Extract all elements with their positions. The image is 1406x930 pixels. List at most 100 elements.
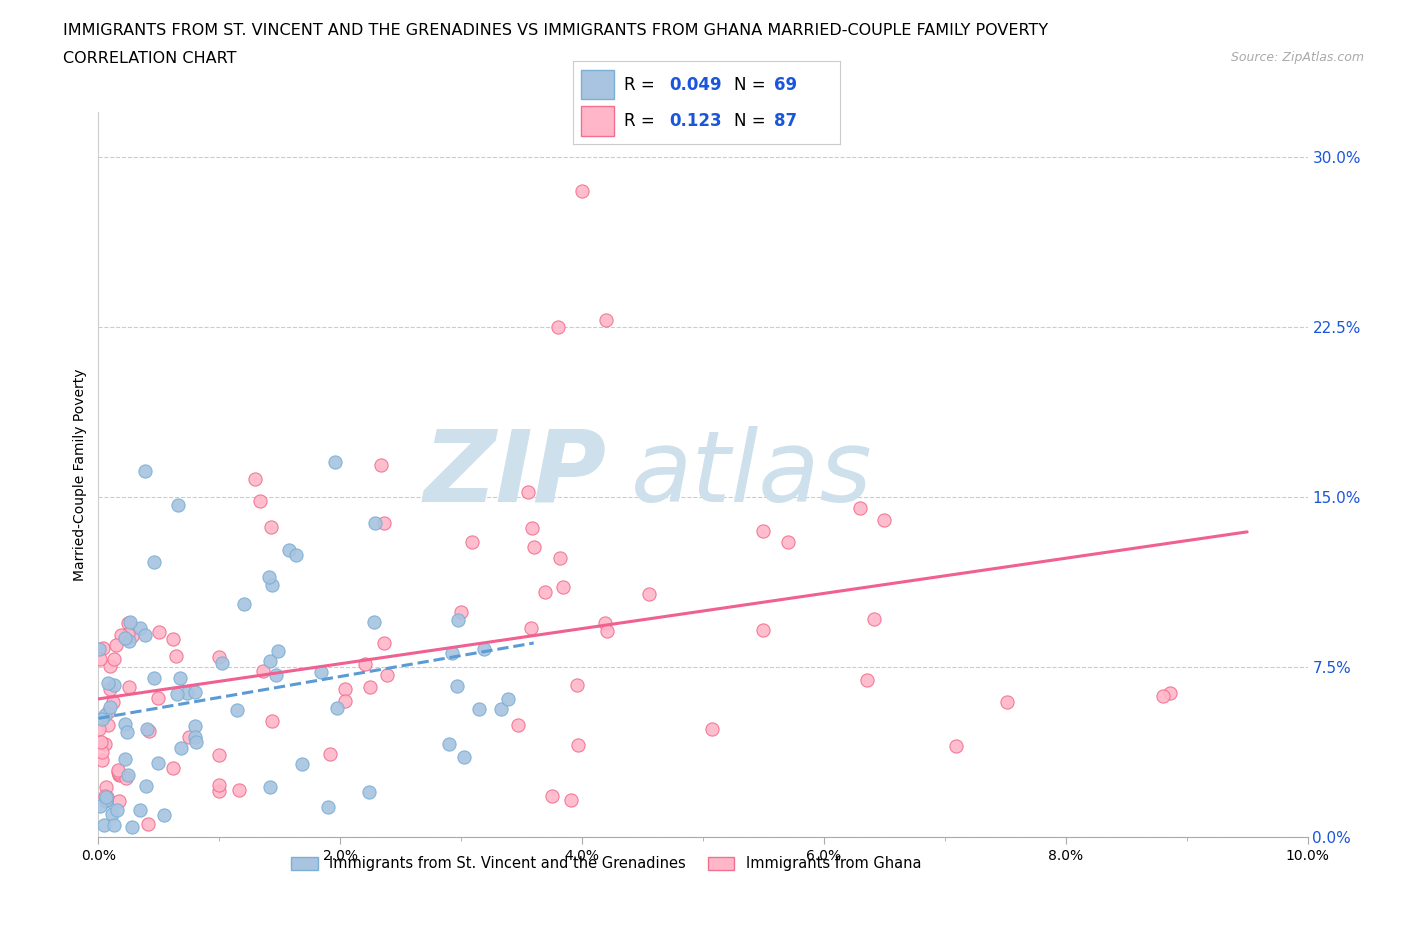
Point	[373, 636, 395, 651]
Point	[472, 642, 495, 657]
Point	[98, 681, 121, 696]
Point	[117, 767, 139, 782]
Point	[115, 725, 138, 740]
Point	[90, 711, 112, 726]
Point	[89, 651, 111, 666]
Point	[100, 658, 122, 673]
Point	[873, 512, 896, 527]
Point	[96, 779, 118, 794]
Point	[228, 782, 250, 797]
Point	[776, 535, 799, 550]
Text: 0.049: 0.049	[669, 75, 723, 94]
Point	[523, 539, 546, 554]
Point	[143, 554, 166, 569]
Point	[945, 738, 967, 753]
Point	[357, 785, 380, 800]
Point	[453, 750, 475, 764]
Point	[89, 642, 111, 657]
Point	[284, 548, 307, 563]
Point	[134, 463, 156, 478]
Point	[567, 678, 589, 693]
Point	[849, 501, 872, 516]
Point	[359, 680, 381, 695]
Point	[135, 778, 157, 793]
Point	[260, 714, 283, 729]
Point	[97, 705, 120, 720]
Point	[114, 631, 136, 645]
Point	[91, 745, 114, 760]
Point	[138, 724, 160, 738]
Point	[560, 792, 582, 807]
Point	[468, 702, 491, 717]
Point	[105, 638, 128, 653]
Bar	[582, 70, 613, 100]
Legend: Immigrants from St. Vincent and the Grenadines, Immigrants from Ghana: Immigrants from St. Vincent and the Gren…	[285, 850, 927, 877]
Point	[105, 803, 128, 817]
Point	[96, 790, 118, 804]
Point	[260, 520, 283, 535]
Point	[567, 737, 589, 752]
Point	[129, 620, 152, 635]
Text: R =: R =	[624, 112, 661, 130]
Point	[94, 790, 117, 804]
Point	[496, 692, 519, 707]
Point	[547, 320, 569, 335]
Point	[249, 493, 271, 508]
Point	[208, 783, 231, 798]
Point	[184, 685, 207, 700]
Point	[373, 515, 395, 530]
Text: CORRELATION CHART: CORRELATION CHART	[63, 51, 236, 66]
Point	[121, 819, 143, 834]
Point	[752, 622, 775, 637]
Point	[186, 734, 208, 749]
Point	[166, 498, 188, 512]
Point	[94, 737, 117, 751]
Point	[134, 628, 156, 643]
Text: R =: R =	[624, 75, 661, 94]
Point	[108, 767, 131, 782]
Point	[595, 312, 617, 327]
Point	[752, 524, 775, 538]
Point	[118, 633, 141, 648]
Point	[364, 516, 387, 531]
Point	[262, 578, 284, 592]
Point	[323, 455, 346, 470]
Point	[143, 671, 166, 685]
Point	[257, 570, 280, 585]
Point	[94, 792, 117, 807]
Point	[184, 729, 207, 744]
Point	[995, 695, 1018, 710]
Point	[335, 682, 357, 697]
Point	[114, 716, 136, 731]
Point	[534, 585, 557, 600]
Y-axis label: Married-Couple Family Poverty: Married-Couple Family Poverty	[73, 368, 87, 580]
Text: N =: N =	[734, 112, 770, 130]
Point	[101, 694, 124, 709]
Point	[103, 818, 125, 833]
Text: Source: ZipAtlas.com: Source: ZipAtlas.com	[1230, 51, 1364, 64]
Point	[1152, 688, 1174, 703]
Point	[166, 686, 188, 701]
Point	[152, 807, 174, 822]
Point	[211, 656, 233, 671]
Point	[370, 458, 392, 472]
Point	[1159, 685, 1181, 700]
Point	[165, 648, 187, 663]
Text: 69: 69	[773, 75, 797, 94]
Point	[353, 657, 375, 671]
Point	[90, 752, 112, 767]
Point	[460, 535, 482, 550]
Point	[316, 800, 339, 815]
Point	[114, 751, 136, 766]
Point	[259, 654, 281, 669]
Point	[118, 615, 141, 630]
Point	[94, 708, 117, 723]
Point	[326, 700, 349, 715]
Point	[148, 624, 170, 639]
Point	[89, 798, 111, 813]
Point	[121, 629, 143, 644]
Point	[291, 757, 314, 772]
Point	[110, 628, 132, 643]
Point	[264, 668, 287, 683]
Point	[108, 766, 131, 781]
